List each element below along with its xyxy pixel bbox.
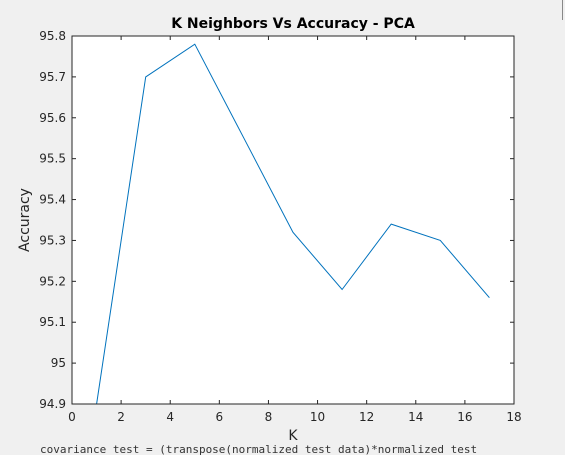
chart-title: K Neighbors Vs Accuracy - PCA: [171, 16, 415, 32]
y-tick-label: 95.3: [39, 233, 66, 247]
x-axis-label: K: [288, 428, 298, 444]
x-tick-label: 0: [68, 410, 76, 424]
y-tick-label: 95.1: [39, 315, 66, 329]
x-tick-label: 2: [117, 410, 125, 424]
y-tick-label: 95.7: [39, 70, 66, 84]
x-tick-label: 14: [408, 410, 423, 424]
y-axis-label: Accuracy: [17, 188, 33, 252]
x-tick-label: 18: [506, 410, 521, 424]
plot-frame: [71, 35, 515, 405]
y-tick-label: 95.8: [39, 29, 66, 43]
accuracy-line: [96, 43, 490, 405]
y-tick-label: 94.9: [39, 397, 66, 411]
y-tick-label: 95.5: [39, 152, 66, 166]
x-tick-label: 6: [216, 410, 224, 424]
x-tick-label: 10: [310, 410, 325, 424]
x-tick-label: 8: [265, 410, 273, 424]
x-tick-label: 4: [166, 410, 174, 424]
background-code-text: covariance_test = (transpose(normalized_…: [40, 444, 478, 455]
y-tick-label: 95.6: [39, 111, 66, 125]
x-tick-label: 12: [359, 410, 374, 424]
x-ticks: 0 2 4 6 8 10 12 14 16 18: [68, 36, 522, 424]
plot-area: [72, 36, 514, 404]
window-edge: [562, 0, 563, 20]
x-tick-label: 16: [457, 410, 472, 424]
y-tick-label: 95.2: [39, 274, 66, 288]
y-ticks: 94.9 95 95.1 95.2 95.3 95.4 95.5 95.6 95.7 95.8: [39, 29, 514, 411]
series-layer: [96, 43, 490, 405]
y-tick-label: 95.4: [39, 193, 66, 207]
y-tick-label: 95: [51, 356, 66, 370]
